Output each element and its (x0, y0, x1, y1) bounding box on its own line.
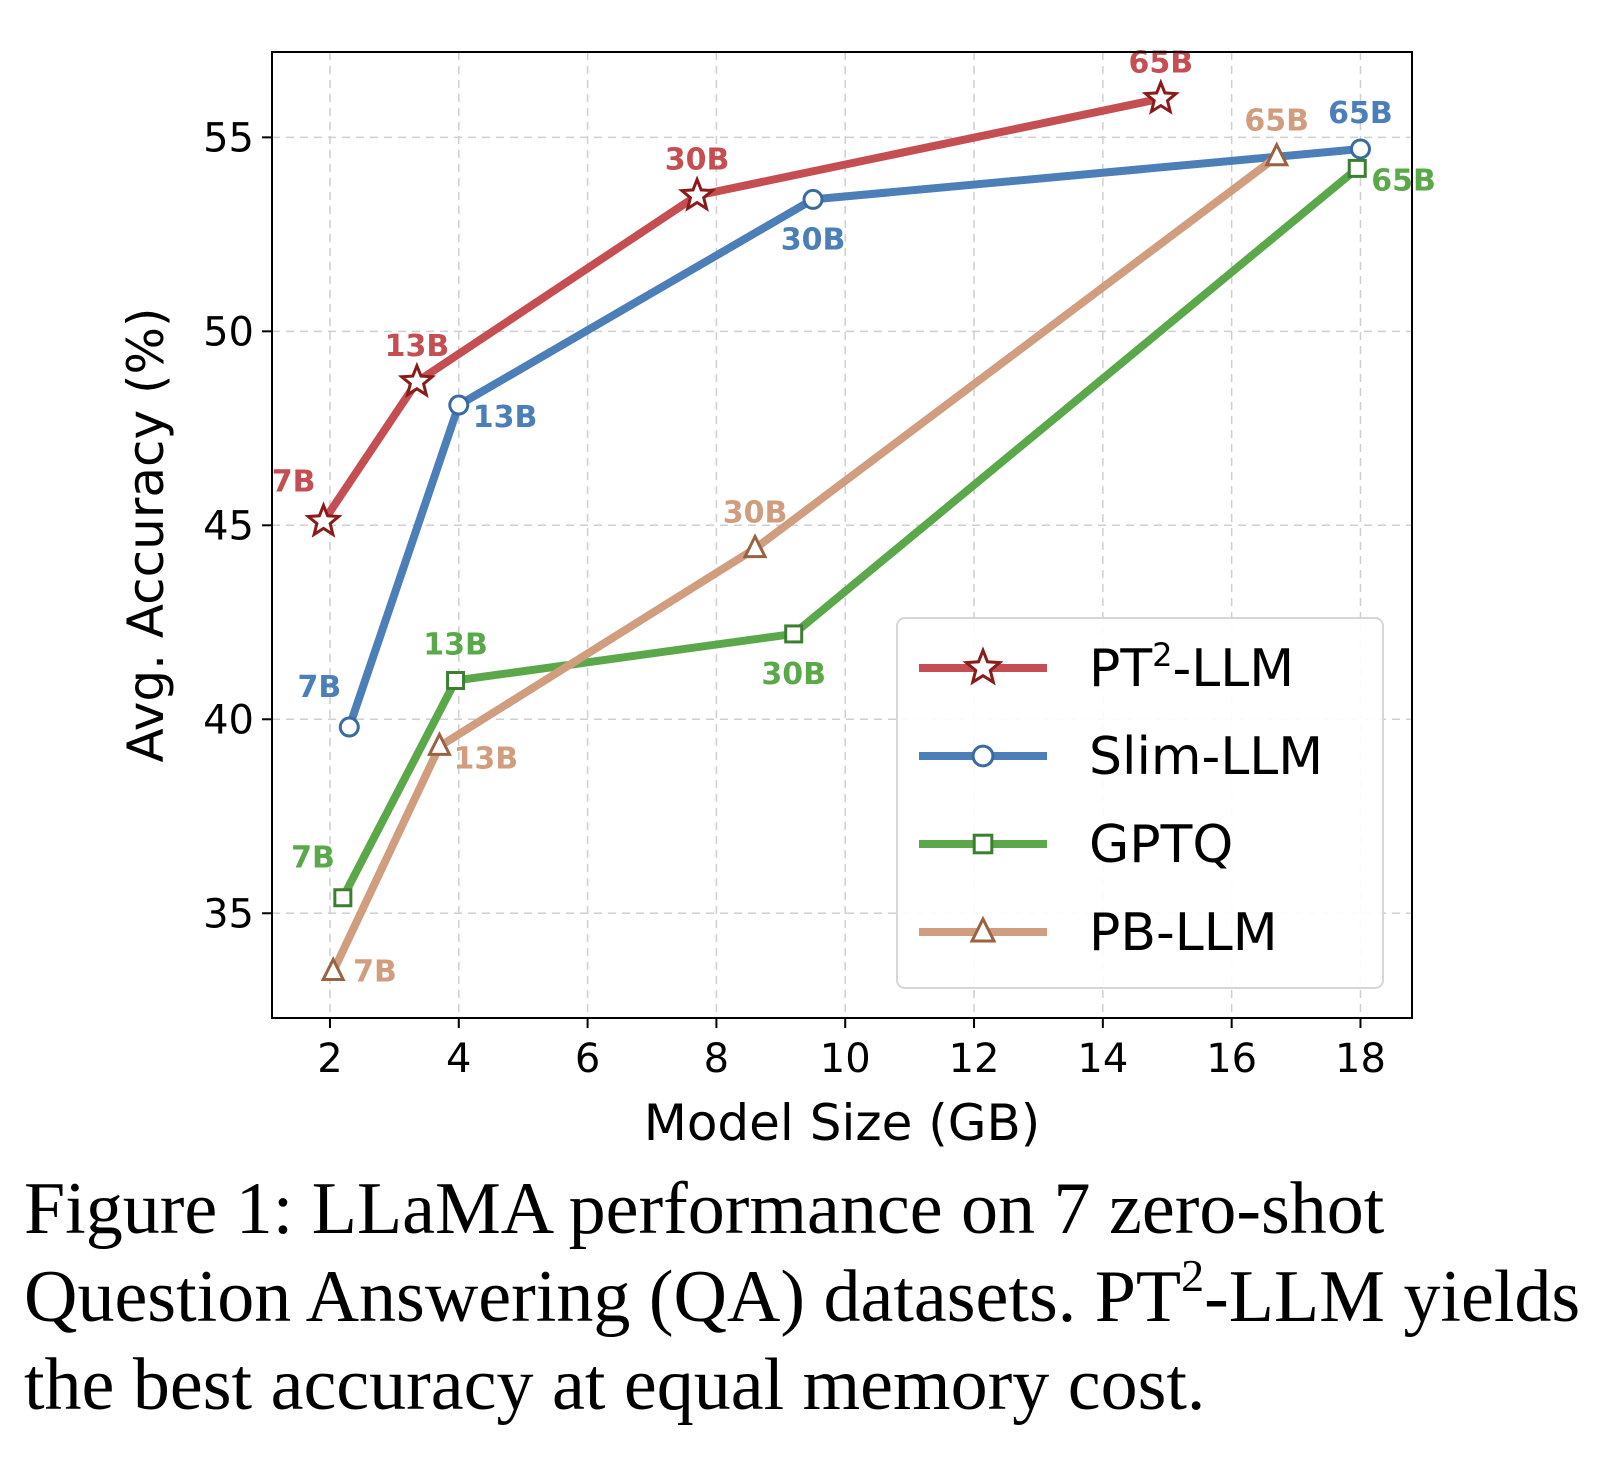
star-marker (678, 175, 717, 212)
point-label: 30B (723, 496, 788, 531)
x-tick-label: 2 (317, 1036, 342, 1082)
y-tick-label: 45 (203, 503, 254, 549)
point-label: 13B (473, 400, 538, 435)
y-tick-label: 50 (203, 309, 254, 355)
chart: 7B 13B 30B 65B 7B 13B 30B 65B 7B 13B 30B 65B 7B 13B 30… (117, 46, 1436, 1152)
point-label: 30B (781, 222, 846, 257)
series-lines (319, 94, 1365, 976)
x-tick-label: 4 (446, 1036, 471, 1082)
triangle-marker (1264, 141, 1290, 167)
legend-label-rest: -LLM (1172, 639, 1294, 699)
point-label: 30B (665, 143, 730, 178)
star-marker (1141, 78, 1180, 115)
legend-label: Slim-LLM (1089, 727, 1323, 787)
legend-label: PT2-LLM (1089, 636, 1294, 699)
point-label: 13B (453, 741, 518, 776)
triangle-marker (320, 956, 346, 981)
point-labels: 7B 13B 30B 65B 7B 13B 30B 65B 7B 13B 30B 65B 7B 13B 30… (272, 46, 1436, 990)
series-line-2 (338, 164, 1362, 902)
legend-label-main: PT (1089, 639, 1152, 699)
legend: PT2-LLM Slim-LLM GPTQ PB-LLM (896, 617, 1384, 989)
x-axis-title: Model Size (GB) (644, 1094, 1041, 1152)
x-tick-label: 6 (575, 1036, 600, 1082)
x-tick-label: 14 (1077, 1036, 1128, 1082)
x-tick-label: 16 (1206, 1036, 1257, 1082)
triangle-marker (742, 533, 768, 559)
point-label: 65B (1328, 96, 1393, 131)
square-marker (1347, 158, 1367, 178)
star-marker (397, 361, 436, 398)
x-tick-label: 18 (1335, 1036, 1386, 1082)
ticks: 2 4 6 8 10 12 14 16 18 35 40 45 50 55 (203, 115, 1386, 1082)
legend-label: GPTQ (1089, 815, 1233, 875)
point-label: 65B (1244, 104, 1309, 139)
square-marker (333, 888, 353, 908)
circle-marker (1349, 138, 1371, 160)
x-tick-label: 10 (820, 1036, 871, 1082)
point-label: 65B (1129, 46, 1194, 81)
star-marker (962, 646, 1004, 686)
series-line-1 (345, 145, 1365, 731)
square-marker (784, 624, 804, 644)
star-marker (304, 501, 343, 538)
y-tick-label: 55 (203, 115, 254, 161)
legend-label-main: PB-LLM (1089, 903, 1278, 963)
grid (272, 52, 1412, 1018)
triangle-marker (427, 731, 452, 756)
legend-box (896, 617, 1384, 989)
legend-label-main: Slim-LLM (1089, 727, 1323, 787)
point-label: 30B (761, 657, 826, 692)
x-tick-label: 8 (704, 1036, 729, 1082)
legend-label: PB-LLM (1089, 903, 1278, 963)
legend-label-main: GPTQ (1089, 815, 1233, 875)
x-tick-label: 12 (949, 1036, 1000, 1082)
square-marker (972, 833, 994, 855)
y-tick-label: 35 (203, 891, 254, 937)
circle-marker (338, 716, 360, 738)
caption-prefix: Figure 1: LLaMA performance on 7 zero-sh… (24, 1168, 1385, 1338)
legend-label-sup: 2 (1152, 636, 1172, 674)
point-label: 7B (353, 954, 397, 989)
circle-marker (802, 188, 824, 210)
series-markers (304, 78, 1371, 981)
point-label: 13B (423, 627, 488, 662)
square-marker (446, 670, 466, 690)
series-line-3 (329, 152, 1281, 976)
point-label: 13B (385, 329, 450, 364)
point-label: 65B (1371, 163, 1436, 198)
caption-superscript: 2 (1181, 1250, 1205, 1301)
figure-caption: Figure 1: LLaMA performance on 7 zero-sh… (24, 1165, 1594, 1429)
y-axis-title: Avg. Accuracy (%) (117, 307, 175, 762)
caption-suffix: -LLM yields the best accuracy at equal m… (24, 1256, 1581, 1426)
y-tick-label: 40 (203, 697, 254, 743)
point-label: 7B (272, 464, 316, 499)
circle-marker (448, 394, 470, 416)
circle-marker (971, 744, 995, 768)
point-label: 7B (291, 841, 335, 876)
series-line-0 (319, 94, 1165, 526)
triangle-marker (969, 915, 997, 943)
point-label: 7B (298, 670, 342, 705)
plot-frame (271, 51, 1413, 1019)
